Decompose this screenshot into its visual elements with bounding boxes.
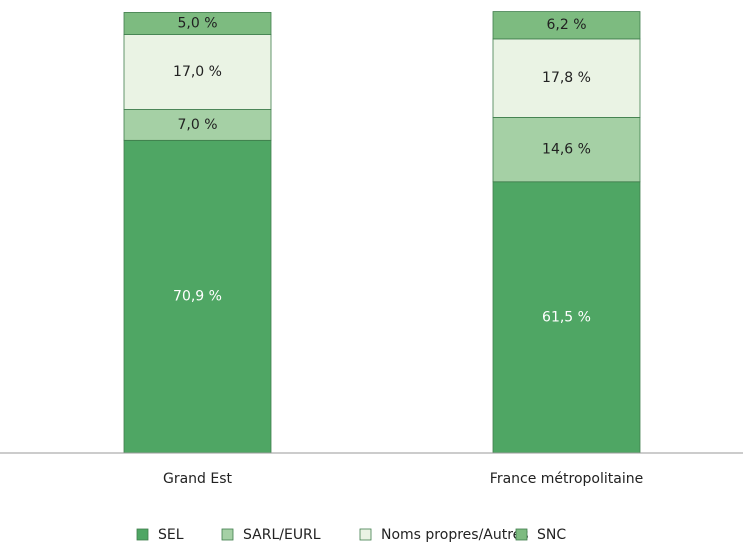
legend-label: Noms propres/Autres: [381, 527, 529, 543]
legend-swatch: [359, 528, 372, 541]
bar-segment: [492, 38, 641, 118]
legend-label: SEL: [158, 527, 184, 543]
legend-swatch: [136, 528, 149, 541]
value-label: 14,6 %: [542, 142, 591, 158]
bar-segment: [123, 12, 272, 35]
bar-segment: [492, 181, 641, 454]
value-label: 5,0 %: [177, 15, 217, 31]
bar-segment: [492, 116, 641, 183]
legend-label: SARL/EURL: [243, 527, 321, 543]
x-tick-label: Grand Est: [163, 471, 233, 487]
value-label: 17,0 %: [173, 64, 222, 80]
value-label: 61,5 %: [542, 309, 591, 325]
legend-swatch: [515, 528, 528, 541]
bar-segment: [492, 11, 641, 40]
x-tick-label: France métropolitaine: [490, 471, 643, 487]
bar-segment: [123, 139, 272, 454]
value-label: 70,9 %: [173, 289, 222, 305]
bar-segment: [123, 109, 272, 141]
value-label: 6,2 %: [546, 17, 586, 33]
value-label: 17,8 %: [542, 70, 591, 86]
legend-swatch: [221, 528, 234, 541]
legend-label: SNC: [537, 527, 566, 543]
value-label: 7,0 %: [177, 117, 217, 133]
